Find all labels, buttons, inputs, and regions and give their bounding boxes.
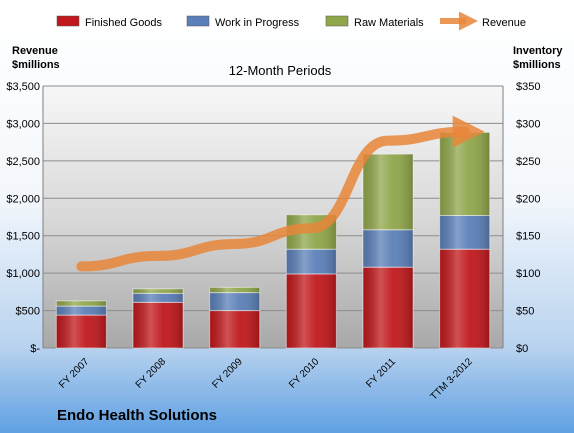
gridlines	[42, 85, 504, 349]
left-axis-label-line2: $millions	[12, 59, 60, 71]
left-tick-label: $2,500	[6, 156, 40, 168]
legend-label: Work in Progress	[215, 17, 300, 29]
bar-shine	[209, 310, 260, 348]
legend-label: Finished Goods	[85, 17, 163, 29]
legend-label: Raw Materials	[354, 17, 424, 29]
bar-shine	[439, 215, 490, 250]
left-tick-label: $2,000	[6, 193, 40, 205]
legend-label: Revenue	[482, 17, 526, 29]
company-name: Endo Health Solutions	[57, 407, 217, 424]
bar-shine	[363, 154, 413, 230]
right-tick-label: $300	[516, 118, 540, 130]
bar-shine	[56, 300, 107, 307]
bar-shine	[133, 293, 183, 303]
line-layer	[76, 115, 485, 272]
right-tick-label: $150	[516, 231, 540, 243]
left-tick-label: $-	[30, 343, 40, 355]
bar-shine	[439, 249, 490, 348]
right-tick-label: $50	[516, 306, 534, 318]
bar-shine	[133, 288, 183, 294]
right-tick-label: $100	[516, 268, 540, 280]
right-axis-label-line1: Inventory	[513, 45, 563, 57]
revenue-line	[76, 115, 485, 272]
legend-swatch-raw-materials	[325, 15, 349, 27]
chart-title: 12-Month Periods	[229, 63, 332, 78]
right-tick-label: $250	[516, 156, 540, 168]
legend: Finished Goods Work in Progress Raw Materi…	[56, 11, 526, 31]
bar-shine	[439, 132, 490, 216]
bar-shine	[286, 249, 337, 274]
left-tick-label: $3,000	[6, 118, 40, 130]
left-tick-label: $1,500	[6, 231, 40, 243]
bar-shine	[363, 229, 413, 268]
left-axis-label-line1: Revenue	[12, 45, 58, 57]
right-tick-label: $200	[516, 193, 540, 205]
right-axis-ticks: $0 $50 $100 $150 $200 $250 $300 $350	[516, 81, 540, 355]
legend-swatch-work-in-progress	[186, 15, 210, 27]
left-tick-label: $3,500	[6, 81, 40, 93]
right-axis-label-line2: $millions	[513, 59, 561, 71]
left-tick-label: $500	[16, 306, 40, 318]
legend-swatch-finished-goods	[56, 15, 80, 27]
plot-area	[43, 86, 503, 348]
left-axis-ticks: $- $500 $1,000 $1,500 $2,000 $2,500 $3,000 $3,5…	[6, 81, 40, 355]
bar-shine	[56, 306, 107, 316]
bar-shine	[209, 287, 260, 293]
bar-layer	[55, 131, 491, 349]
bar-shine	[56, 315, 107, 348]
bar-shine	[286, 273, 337, 348]
right-tick-label: $350	[516, 81, 540, 93]
bar-shine	[363, 267, 413, 348]
bar-shine	[209, 292, 260, 311]
left-tick-label: $1,000	[6, 268, 40, 280]
bar-shine	[133, 302, 183, 348]
right-tick-label: $0	[516, 343, 528, 355]
